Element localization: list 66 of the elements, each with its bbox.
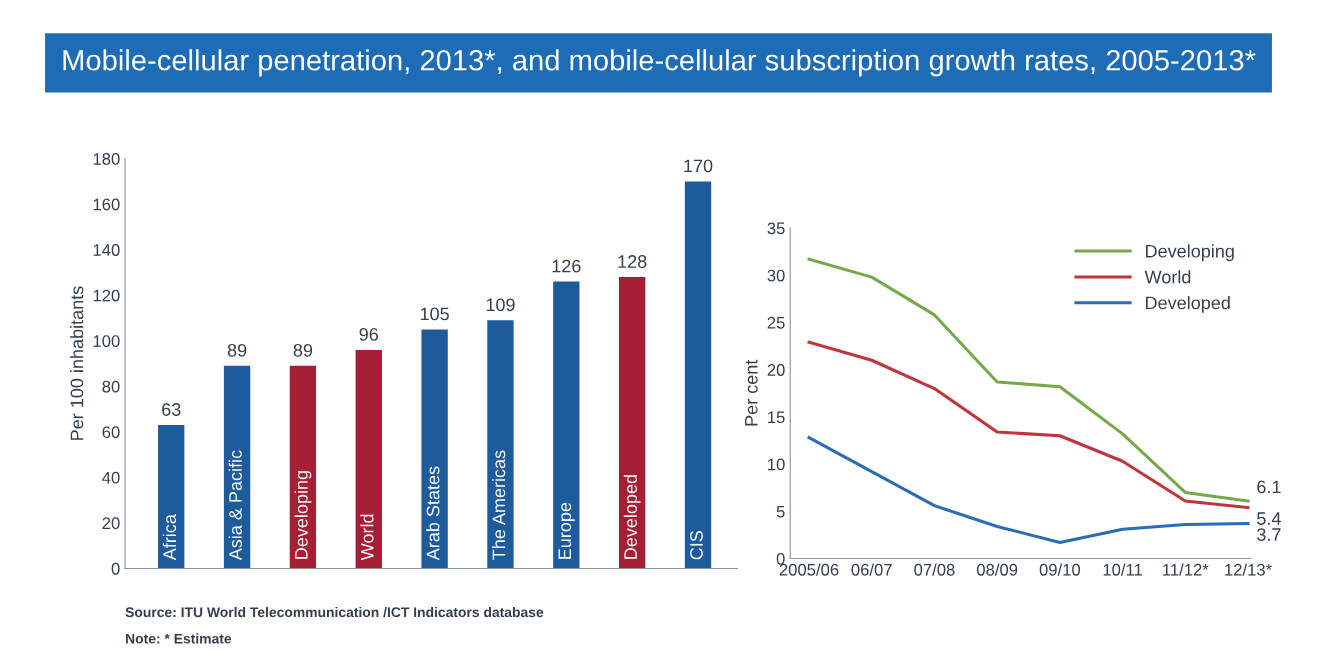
y-tick-label: 40 bbox=[102, 471, 120, 484]
legend-label: Developing bbox=[1146, 244, 1234, 262]
y-axis-title: Per 100 inhabitants bbox=[70, 286, 84, 440]
y-tick-label: 60 bbox=[102, 426, 120, 439]
data-label: 63 bbox=[162, 403, 181, 416]
y-tick-label: 180 bbox=[93, 153, 120, 165]
bar bbox=[158, 425, 185, 569]
bar bbox=[553, 281, 580, 569]
legend-label: Developed bbox=[1146, 296, 1230, 313]
data-label: 105 bbox=[420, 307, 449, 321]
x-tick-label: Developing bbox=[294, 471, 312, 559]
y-tick-label: 100 bbox=[93, 335, 120, 347]
y-tick-label: 15 bbox=[768, 411, 785, 424]
data-label: 170 bbox=[684, 159, 713, 173]
data-label: 109 bbox=[486, 298, 515, 312]
bar bbox=[618, 277, 646, 569]
y-tick-label: 20 bbox=[767, 364, 785, 376]
y-tick-label: 10 bbox=[768, 458, 785, 471]
x-tick-label: CIS bbox=[690, 530, 703, 560]
data-label: 5.4 bbox=[1257, 512, 1281, 525]
x-tick-label: 10/11 bbox=[1103, 563, 1143, 576]
x-tick-label: Africa bbox=[162, 514, 177, 561]
x-tick-label: 07/08 bbox=[914, 563, 955, 576]
bar bbox=[289, 365, 317, 569]
data-label: 6.1 bbox=[1257, 480, 1281, 494]
source-note: Source: ITU World Telecommunication /ICT Indicators database bbox=[125, 606, 544, 618]
x-tick-label: Arab States bbox=[426, 466, 440, 561]
bar bbox=[684, 181, 712, 569]
data-label: 3.7 bbox=[1257, 528, 1281, 541]
y-tick-label: 25 bbox=[767, 316, 785, 329]
x-tick-label: Developed bbox=[623, 475, 641, 559]
x-tick-label: 08/09 bbox=[976, 563, 1018, 576]
x-tick-label: 2005/06 bbox=[779, 563, 839, 576]
bar bbox=[355, 349, 382, 569]
bar bbox=[487, 320, 514, 569]
y-tick-label: 35 bbox=[767, 222, 785, 235]
text: Note: * Estimate bbox=[126, 633, 232, 644]
x-tick-label: World bbox=[360, 514, 374, 561]
x-tick-label: 11/12* bbox=[1163, 563, 1209, 576]
x-tick-label: Asia & Pacific bbox=[228, 450, 242, 561]
bar bbox=[223, 365, 251, 569]
x-tick-label: The Americas bbox=[492, 450, 506, 560]
data-label: 128 bbox=[618, 255, 647, 268]
y-tick-label: 5 bbox=[776, 505, 785, 518]
y-tick-label: 30 bbox=[767, 269, 785, 282]
x-tick-label: 06/07 bbox=[851, 563, 892, 576]
y-tick-label: 20 bbox=[102, 517, 120, 530]
line-series bbox=[807, 340, 1250, 510]
line-series bbox=[807, 436, 1250, 545]
data-label: 96 bbox=[359, 327, 379, 341]
data-label: 126 bbox=[552, 259, 581, 273]
y-tick-label: 120 bbox=[93, 289, 120, 302]
legend-label: World bbox=[1144, 270, 1191, 284]
y-tick-label: 140 bbox=[93, 244, 120, 256]
x-tick-label: Europe bbox=[558, 502, 575, 559]
x-tick-label: 12/13* bbox=[1225, 563, 1272, 576]
y-tick-label: 160 bbox=[93, 198, 120, 211]
y-tick-label: 0 bbox=[776, 552, 785, 565]
x-tick-label: 09/10 bbox=[1039, 563, 1081, 576]
data-label: 89 bbox=[293, 343, 313, 357]
y-axis-title: Per cent bbox=[745, 359, 758, 426]
data-label: 89 bbox=[227, 343, 247, 357]
bar bbox=[421, 329, 448, 569]
chart-title: Mobile-cellular penetration, 2013*, and mobile-cellular subscription growth rates, 2005-2013* bbox=[63, 49, 1256, 77]
y-tick-label: 80 bbox=[102, 380, 120, 393]
y-tick-label: 0 bbox=[111, 562, 120, 575]
